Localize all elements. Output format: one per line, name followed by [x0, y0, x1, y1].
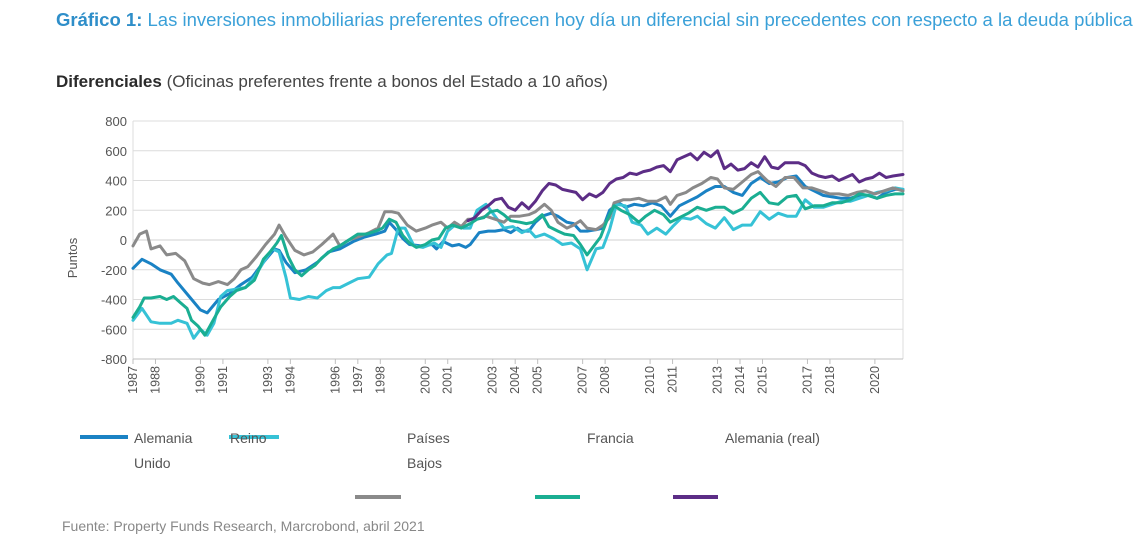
x-tick-label: 2003: [486, 366, 500, 394]
x-tick-label: 2007: [576, 366, 590, 394]
x-tick-label: 2014: [733, 366, 747, 394]
x-tick-label: 1998: [373, 366, 387, 394]
x-tick-label: 2011: [666, 366, 680, 393]
legend-text-bajos: Bajos: [407, 455, 443, 471]
y-tick-label: 400: [105, 174, 127, 189]
legend-text-paises: Países: [407, 430, 450, 446]
x-tick-label: 2017: [800, 366, 814, 394]
legend-label-paises: Países: [407, 426, 450, 451]
x-tick-label: 2015: [755, 366, 769, 394]
y-tick-label: 600: [105, 144, 127, 159]
y-tick-label: 200: [105, 203, 127, 218]
source-note: Fuente: Property Funds Research, Marcrob…: [62, 518, 425, 534]
x-tick-label: 2001: [441, 366, 455, 394]
x-tick-label: 1993: [261, 366, 275, 394]
x-tick-label: 2004: [508, 366, 522, 394]
x-tick-label: 1987: [126, 366, 140, 394]
legend-label-bajos: Bajos: [407, 451, 442, 476]
chart-title-prefix: Gráfico 1:: [56, 9, 143, 30]
x-tick-label: 2000: [418, 366, 432, 394]
series-line-francia: [131, 190, 905, 337]
legend-label-alemania-real: Alemania (real): [725, 426, 820, 451]
legend-text-alemania: Alemania: [134, 430, 193, 446]
series-line-pa-ses-bajos: [131, 170, 905, 287]
x-tick-label: 2018: [823, 366, 837, 394]
y-tick-label: 800: [105, 114, 127, 129]
chart-subtitle-rest: (Oficinas preferentes frente a bonos del…: [166, 72, 608, 91]
y-tick-label: -200: [101, 263, 127, 278]
series-line-alemania-real: [466, 149, 905, 223]
x-tick-label: 2008: [598, 366, 612, 394]
legend-label-reino: Reino: [230, 426, 267, 451]
chart-subtitle-bold: Diferenciales: [56, 72, 162, 91]
legend-label-unido: Unido: [134, 451, 171, 476]
chart-grid: [132, 120, 904, 360]
legend-label-francia: Francia: [587, 426, 634, 451]
x-tick-label: 2020: [868, 366, 882, 394]
legend-text-francia: Francia: [587, 430, 634, 446]
y-tick-label: 0: [120, 233, 127, 248]
legend-text-alemania-real: Alemania (real): [725, 430, 820, 446]
legend-label-alemania: Alemania: [134, 426, 192, 451]
x-tick-label: 1996: [328, 366, 342, 394]
chart-legend-swatches: [80, 435, 718, 499]
x-tick-label: 1997: [351, 366, 365, 394]
x-tick-label: 2005: [531, 366, 545, 394]
x-tick-label: 2013: [711, 366, 725, 394]
y-tick-label: -400: [101, 293, 127, 308]
legend-text-reino: Reino: [230, 430, 267, 446]
y-axis-label: Puntos: [65, 237, 80, 278]
y-tick-label: -600: [101, 322, 127, 337]
x-tick-label: 1994: [283, 366, 297, 394]
x-tick-label: 1991: [216, 366, 230, 394]
y-tick-label: -800: [101, 352, 127, 367]
x-tick-label: 2010: [643, 366, 657, 394]
chart-title: Gráfico 1: Las inversiones inmobiliarias…: [56, 4, 1136, 36]
chart-series: [131, 149, 905, 340]
x-tick-label: 1990: [193, 366, 207, 394]
x-tick-label: 1988: [148, 366, 162, 394]
legend-text-unido: Unido: [134, 455, 171, 471]
chart-subtitle: Diferenciales (Oficinas preferentes fren…: [56, 72, 608, 92]
chart-title-text: Las inversiones inmobiliarias preferente…: [147, 9, 1133, 30]
